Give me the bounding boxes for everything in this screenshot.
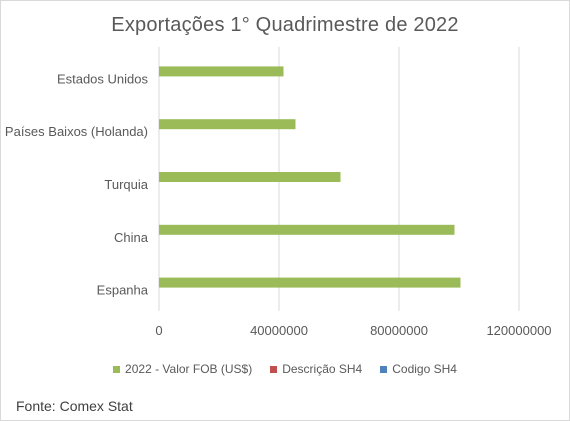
bar [159,172,341,182]
bar [159,66,284,77]
x-tick-label: 80000000 [370,323,428,338]
legend-swatch-descricao-sh4 [270,365,278,373]
x-tick-label: 40000000 [250,323,308,338]
bar [159,277,461,288]
category-label: Países Baixos (Holanda) [5,124,148,139]
legend-swatch-codigo-sh4 [380,365,388,373]
x-tick-labels: 0 40000000 80000000 120000000 [155,323,551,338]
chart-title: Exportações 1° Quadrimestre de 2022 [111,14,459,36]
category-labels: Estados Unidos Países Baixos (Holanda) Tur… [5,71,149,297]
legend-swatch-valor-fob [113,365,121,373]
legend-label-codigo-sh4: Codigo SH4 [392,362,457,376]
legend-item-descricao-sh4: Descrição SH4 [270,362,362,376]
x-tick-label: 0 [155,323,162,338]
bar [159,224,455,235]
legend: 2022 - Valor FOB (US$) Descrição SH4 Cod… [0,362,570,376]
legend-item-valor-fob: 2022 - Valor FOB (US$) [113,362,252,376]
category-label: Estados Unidos [57,71,149,86]
legend-label-valor-fob: 2022 - Valor FOB (US$) [125,362,253,376]
bar [159,119,296,130]
legend-label-descricao-sh4: Descrição SH4 [282,362,363,376]
category-label: Espanha [97,283,149,298]
category-label: Turquia [104,177,148,192]
x-tick-label: 120000000 [486,323,551,338]
bars [159,66,461,288]
source-note: Fonte: Comex Stat [16,398,133,414]
category-label: China [114,230,149,245]
legend-item-codigo-sh4: Codigo SH4 [380,362,457,376]
